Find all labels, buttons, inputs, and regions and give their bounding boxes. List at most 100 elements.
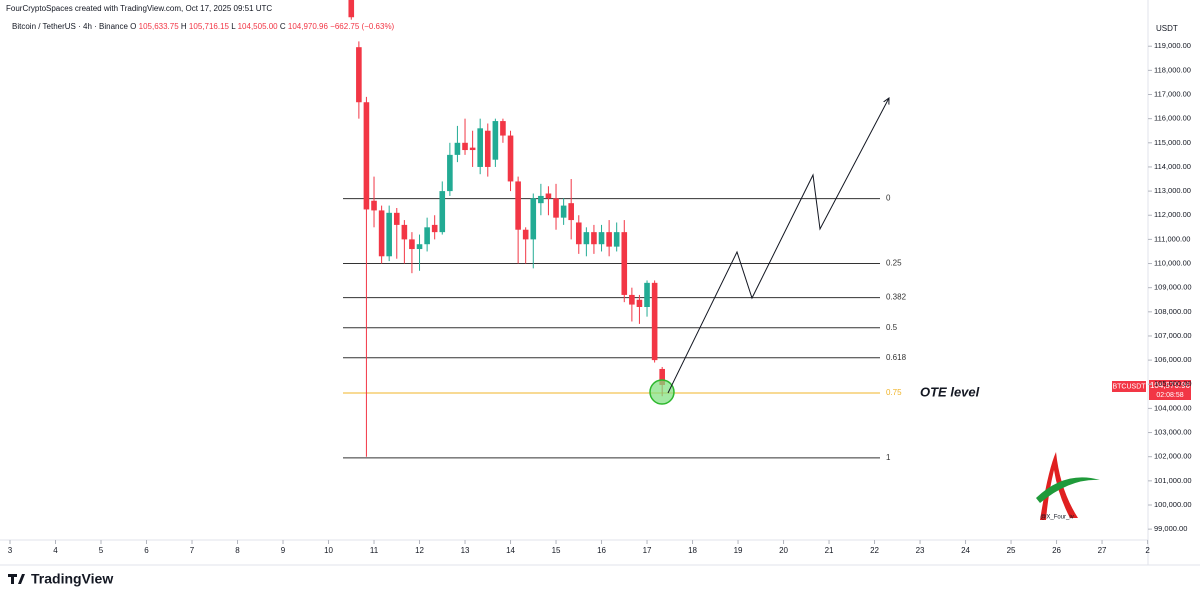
candle-body	[363, 102, 370, 210]
candle-body	[575, 222, 582, 245]
x-tick-label: 7	[190, 546, 195, 555]
fib-label: 0	[886, 194, 891, 203]
legend-text: 104,970.96	[288, 22, 329, 31]
candle-body	[356, 47, 362, 103]
fib-label: 1	[886, 453, 891, 462]
x-tick-label: 27	[1098, 546, 1107, 555]
candle-body	[424, 227, 430, 245]
legend-text: 104,505.00	[238, 22, 279, 31]
candle-body	[371, 200, 377, 211]
legend-text: H	[181, 22, 187, 31]
price-tag-countdown: 02:08:58	[1156, 392, 1183, 399]
legend-text: O	[130, 22, 136, 31]
candle-body	[553, 198, 559, 218]
fib-label: 0.618	[886, 353, 907, 362]
x-tick-label: 4	[53, 546, 58, 555]
x-tick-label: 17	[643, 546, 652, 555]
y-tick-label: 102,000.00	[1154, 452, 1192, 461]
x-tick-label: 23	[916, 546, 925, 555]
candle-body	[613, 232, 620, 247]
x-tick-label: 12	[415, 546, 424, 555]
y-tick-label: 116,000.00	[1154, 114, 1191, 123]
highlight-circle	[649, 379, 675, 405]
watermark-text: @X_Four_iv	[1040, 515, 1073, 521]
x-tick-label: 21	[825, 546, 834, 555]
candle-body	[469, 147, 476, 151]
y-tick-label: 103,000.00	[1154, 428, 1192, 437]
credit: FourCryptoSpaces created with TradingVie…	[6, 4, 272, 13]
price-tag-value: 104,970.96	[1150, 381, 1191, 390]
x-tick-label: 22	[870, 546, 879, 555]
candle-body	[409, 239, 415, 250]
candle-body	[598, 232, 605, 245]
x-tick-label: 18	[688, 546, 697, 555]
candle-body	[447, 154, 453, 192]
candle-body	[568, 203, 574, 221]
price-tag	[1149, 380, 1191, 400]
candle-body	[386, 212, 392, 257]
candle-body	[659, 368, 665, 385]
candle-body	[477, 128, 483, 167]
x-tick-label: 5	[99, 546, 104, 555]
x-tick-label: 10	[324, 546, 333, 555]
candle-body	[621, 232, 628, 295]
y-tick-label: 99,000.00	[1154, 524, 1187, 533]
y-tick-label: 114,000.00	[1154, 162, 1191, 171]
y-tick-label: 119,000.00	[1154, 41, 1191, 50]
fib-label: 0.75	[886, 388, 902, 397]
y-tick-label: 109,000.00	[1154, 283, 1192, 292]
x-tick-label: 2	[1145, 546, 1150, 555]
y-tick-label: 113,000.00	[1154, 186, 1191, 195]
x-tick-label: 26	[1052, 546, 1061, 555]
candle-body	[560, 205, 567, 218]
footer-brand: TradingView	[31, 571, 113, 587]
candle-body	[591, 232, 597, 245]
candle-body	[629, 294, 635, 305]
symbol-tag	[1112, 381, 1146, 392]
y-tick-label: 111,000.00	[1154, 234, 1190, 243]
y-tick-label: 117,000.00	[1154, 89, 1191, 98]
candle-body	[431, 224, 438, 233]
candle-body	[378, 210, 385, 257]
x-tick-label: 19	[734, 546, 743, 555]
candle-body	[651, 282, 658, 361]
legend-text: L	[231, 22, 236, 31]
legend-text: C	[280, 22, 286, 31]
x-tick-label: 24	[961, 546, 970, 555]
fib-label: 0.5	[886, 323, 898, 332]
legend-text: −662.75 (−0.63%)	[330, 22, 394, 31]
y-tick-label: 104,000.00	[1154, 403, 1192, 412]
fib-label: 0.382	[886, 293, 907, 302]
candle-body	[492, 121, 499, 160]
y-tick-label: 115,000.00	[1154, 138, 1191, 147]
candle-body	[644, 282, 650, 307]
y-tick-label: 101,000.00	[1154, 476, 1192, 485]
x-tick-label: 20	[779, 546, 788, 555]
x-tick-label: 11	[370, 546, 379, 555]
footer-logo	[8, 574, 25, 584]
y-tick-label: 100,000.00	[1154, 500, 1192, 509]
candle-body	[462, 142, 468, 151]
y-tick-label: 118,000.00	[1154, 65, 1191, 74]
projection-path	[667, 98, 889, 394]
legend-text: Bitcoin / TetherUS · 4h · Binance	[12, 22, 128, 31]
fib-label: 0.25	[886, 259, 902, 268]
candle-body	[416, 244, 423, 250]
y-tick-label: 105,000.00	[1154, 379, 1192, 388]
candle-body	[545, 193, 552, 199]
candle-body	[401, 224, 408, 240]
y-tick-label: 106,000.00	[1154, 355, 1192, 364]
y-tick-label: 107,000.00	[1154, 331, 1192, 340]
candle-body	[439, 191, 446, 233]
y-tick-label: 112,000.00	[1154, 210, 1191, 219]
candle-body	[393, 212, 400, 225]
currency: USDT	[1156, 24, 1178, 33]
annotation: OTE level	[920, 384, 980, 399]
symbol-legend: Bitcoin / TetherUS · 4h · Binance O 105,…	[12, 22, 395, 31]
y-tick-label: 108,000.00	[1154, 307, 1192, 316]
x-tick-label: 25	[1007, 546, 1016, 555]
x-tick-label: 9	[281, 546, 286, 555]
x-tick-label: 14	[506, 546, 515, 555]
watermark-logo	[1036, 452, 1100, 520]
